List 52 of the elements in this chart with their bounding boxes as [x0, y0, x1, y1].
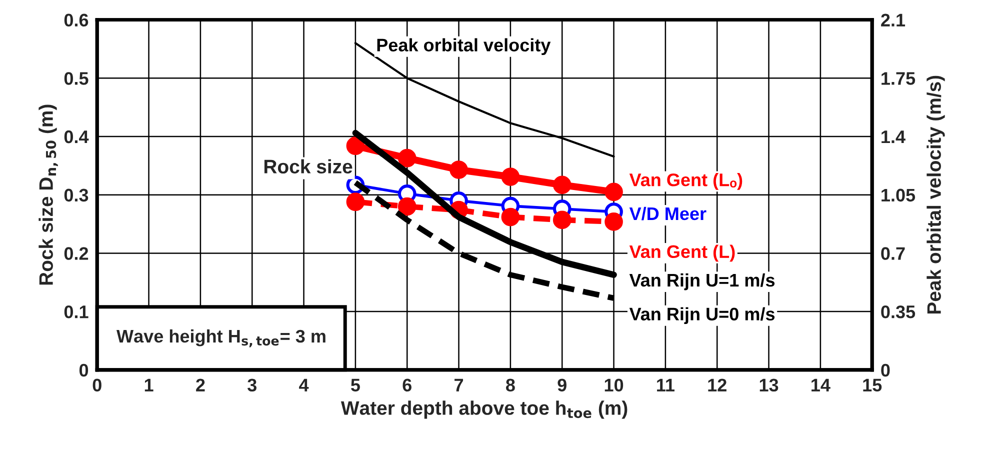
y-tick-label: 0.4 [64, 130, 89, 144]
y-axis-title: Rock size D$_{n,50}$ (m) [38, 104, 58, 285]
series-label: Van Gent (Lₒ) [629, 173, 742, 190]
y-tick-label: 0.5 [64, 72, 88, 85]
point [346, 192, 365, 212]
x-tick-label: 3 [248, 378, 256, 392]
x-tick-label: 15 [863, 378, 882, 392]
x-tick-label: 8 [506, 378, 515, 392]
point [604, 212, 623, 231]
point [552, 176, 572, 194]
y2-tick-label: 1.05 [882, 188, 916, 202]
point [604, 182, 623, 202]
point [501, 168, 520, 186]
series-label: V/D Meer [629, 206, 706, 220]
x-tick-label: 7 [454, 378, 464, 392]
series-label: Van Gent (L) [629, 244, 735, 262]
y-tick-label: 0.6 [64, 14, 88, 27]
series-label: Van Rijn U=1 m/s [629, 273, 775, 290]
annotation: Rock size [264, 159, 352, 174]
x-tick-label: 11 [657, 378, 674, 392]
y2-axis-title: Peak orbital velocity (m/s) [926, 76, 945, 314]
x-tick-label: 10 [604, 378, 624, 392]
x-tick-label: 9 [558, 378, 566, 392]
x-axis-title: Water depth above toe h$_{toe}$ (m) [340, 400, 628, 419]
y-tick-label: 0.3 [64, 188, 88, 202]
y2-tick-label: 2.1 [881, 14, 906, 26]
y2-tick-label: 0.35 [881, 305, 916, 318]
y2-tick-label: 0 [881, 364, 890, 377]
x-tick-label: 2 [196, 378, 205, 392]
y-tick-label: 0.1 [64, 305, 88, 318]
point [450, 160, 468, 179]
x-tick-label: 12 [708, 378, 726, 392]
point [398, 197, 416, 216]
x-tick-label: 4 [299, 378, 309, 392]
point [501, 208, 520, 226]
point [398, 148, 416, 168]
series-label: Peak orbital velocity [377, 38, 551, 56]
x-tick-label: 5 [350, 378, 360, 392]
y-tick-label: 0.2 [64, 247, 88, 260]
x-tick-label: 13 [760, 378, 778, 392]
point [552, 210, 572, 230]
x-tick-label: 14 [812, 378, 830, 392]
series-label: Van Rijn U=0 m/s [629, 307, 775, 324]
y2-tick-label: 1.4 [882, 130, 906, 144]
y2-tick-label: 1.75 [882, 72, 916, 85]
y-tick-label: 0 [79, 364, 88, 377]
y2-tick-label: 0.7 [881, 247, 905, 260]
x-tick-label: 1 [144, 378, 154, 392]
x-tick-label: 0 [92, 378, 102, 392]
annotation: Wave height H$_{s,toe}$= 3 m [116, 329, 326, 348]
x-tick-label: 6 [402, 378, 412, 392]
point [346, 136, 365, 156]
